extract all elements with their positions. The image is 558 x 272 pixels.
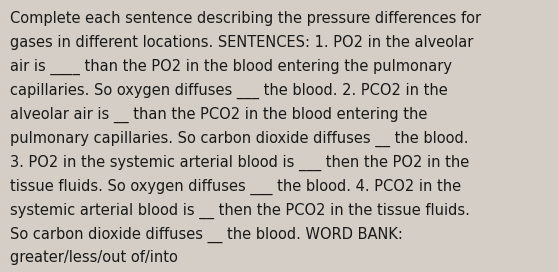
Text: gases in different locations. SENTENCES: 1. PO2 in the alveolar: gases in different locations. SENTENCES:… <box>10 35 473 50</box>
Text: Complete each sentence describing the pressure differences for: Complete each sentence describing the pr… <box>10 11 481 26</box>
Text: So carbon dioxide diffuses __ the blood. WORD BANK:: So carbon dioxide diffuses __ the blood.… <box>10 226 403 243</box>
Text: greater/less/out of/into: greater/less/out of/into <box>10 250 178 265</box>
Text: pulmonary capillaries. So carbon dioxide diffuses __ the blood.: pulmonary capillaries. So carbon dioxide… <box>10 131 469 147</box>
Text: capillaries. So oxygen diffuses ___ the blood. 2. PCO2 in the: capillaries. So oxygen diffuses ___ the … <box>10 83 448 99</box>
Text: alveolar air is __ than the PCO2 in the blood entering the: alveolar air is __ than the PCO2 in the … <box>10 107 427 123</box>
Text: 3. PO2 in the systemic arterial blood is ___ then the PO2 in the: 3. PO2 in the systemic arterial blood is… <box>10 154 469 171</box>
Text: air is ____ than the PO2 in the blood entering the pulmonary: air is ____ than the PO2 in the blood en… <box>10 59 452 75</box>
Text: tissue fluids. So oxygen diffuses ___ the blood. 4. PCO2 in the: tissue fluids. So oxygen diffuses ___ th… <box>10 178 461 195</box>
Text: systemic arterial blood is __ then the PCO2 in the tissue fluids.: systemic arterial blood is __ then the P… <box>10 202 470 219</box>
